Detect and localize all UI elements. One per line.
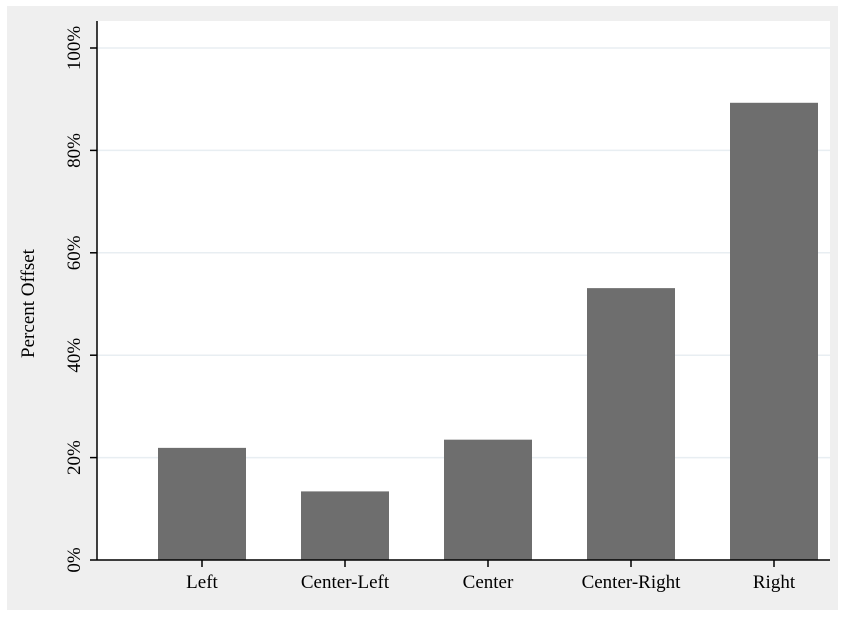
y-tick-label: 80% (64, 133, 85, 168)
y-tick-label: 20% (64, 440, 85, 475)
bar-center-left (301, 491, 389, 560)
y-tick-label: 100% (64, 26, 85, 71)
y-tick-label: 60% (64, 235, 85, 270)
y-axis-ticks: 0% 20% 40% 60% 80% 100% (64, 26, 97, 573)
x-tick-label: Left (186, 572, 218, 593)
bar-center-right (587, 288, 675, 560)
x-tick-label: Center-Right (582, 572, 682, 593)
bars (158, 102, 818, 560)
x-axis-ticks: Left Center-Left Center Center-Right Right (186, 560, 796, 593)
y-axis-title: Percent Offset (18, 248, 39, 358)
bar-right (730, 102, 818, 560)
y-tick-label: 0% (64, 547, 85, 573)
bar-center (444, 439, 532, 560)
bar-left (158, 447, 246, 560)
x-tick-label: Right (753, 572, 796, 593)
x-tick-label: Center (463, 572, 514, 593)
y-tick-label: 40% (64, 338, 85, 373)
x-tick-label: Center-Left (301, 572, 390, 593)
